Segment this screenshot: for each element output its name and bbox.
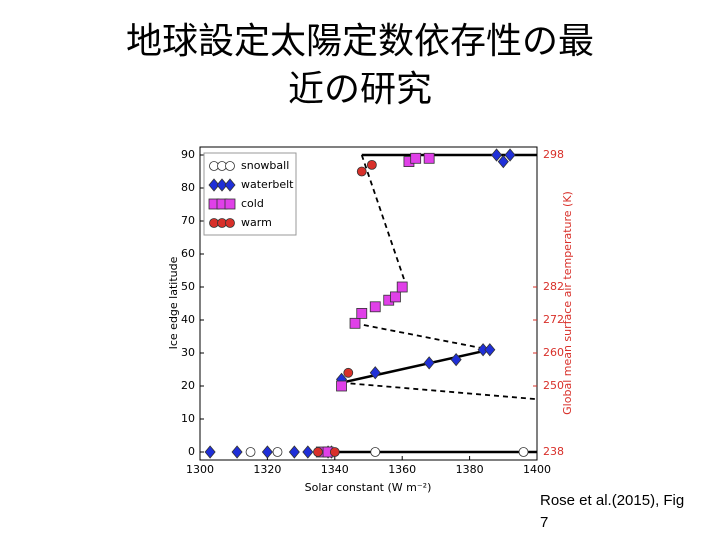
- y-tick-label: 40: [181, 313, 195, 326]
- y-tick-label: 90: [181, 148, 195, 161]
- marker: [497, 154, 509, 169]
- marker: [369, 366, 381, 380]
- x-tick-label: 1320: [253, 463, 281, 476]
- citation: Rose et al.(2015), Fig 7: [540, 492, 685, 531]
- marker: [370, 447, 381, 457]
- slide-title: 地球設定太陽定数依存性の最近の研究: [125, 21, 594, 110]
- marker: [518, 447, 529, 457]
- y-tick-label: 50: [181, 280, 195, 293]
- y-axis-label: Ice edge latitude: [167, 256, 180, 349]
- y-tick-label: 20: [181, 379, 195, 392]
- legend-marker: [224, 178, 236, 192]
- x-tick-label: 1380: [456, 463, 484, 476]
- marker: [423, 356, 435, 370]
- plot-frame: [199, 146, 538, 461]
- marker: [329, 447, 340, 457]
- x-tick-label: 1400: [523, 463, 551, 476]
- legend-label: cold: [241, 197, 264, 210]
- marker: [410, 152, 422, 164]
- y2-tick-label: 250: [543, 379, 564, 392]
- y-tick-label: 10: [181, 412, 195, 425]
- marker: [356, 307, 368, 319]
- legend-marker: [225, 161, 235, 171]
- marker: [231, 445, 243, 459]
- y2-tick-label: 260: [543, 346, 564, 359]
- marker: [204, 445, 216, 459]
- y-tick-label: 30: [181, 346, 195, 359]
- marker: [272, 447, 283, 457]
- y2-tick-label: 282: [543, 280, 564, 293]
- y-tick-label: 0: [188, 445, 195, 458]
- branch-line: [360, 154, 407, 284]
- y2-tick-label: 298: [543, 148, 564, 161]
- marker: [349, 317, 361, 329]
- marker: [288, 445, 300, 459]
- marker: [245, 447, 256, 457]
- y-tick-label: 80: [181, 181, 195, 194]
- marker: [491, 148, 503, 162]
- marker: [396, 281, 408, 293]
- marker: [313, 447, 323, 457]
- legend-marker: [225, 218, 235, 228]
- marker: [390, 291, 401, 303]
- marker: [450, 352, 462, 367]
- marker: [302, 445, 314, 459]
- marker: [484, 343, 496, 357]
- marker: [504, 148, 516, 162]
- x-axis-label: Solar constant (W m⁻²): [305, 481, 432, 494]
- branch-line: [341, 381, 538, 401]
- y2-tick-label: 272: [543, 313, 564, 326]
- branch-line: [354, 322, 490, 351]
- x-tick-label: 1340: [321, 463, 349, 476]
- marker: [343, 367, 354, 378]
- marker: [261, 445, 273, 459]
- y-tick-label: 60: [181, 247, 195, 260]
- legend-label: snowball: [241, 159, 289, 172]
- marker: [423, 152, 435, 164]
- y-tick-label: 70: [181, 214, 195, 227]
- marker: [366, 159, 377, 170]
- marker: [356, 166, 367, 177]
- legend-label: waterbelt: [241, 178, 294, 191]
- legend-marker: [208, 178, 220, 192]
- marker: [369, 301, 381, 313]
- legend-label: warm: [241, 216, 272, 229]
- branch-line: [341, 348, 491, 384]
- legend-marker: [224, 198, 236, 210]
- y2-tick-label: 238: [543, 445, 564, 458]
- x-tick-label: 1360: [388, 463, 416, 476]
- legend-marker: [216, 178, 228, 192]
- y2-axis-label: Global mean surface air temperature (K): [561, 191, 574, 415]
- marker: [336, 380, 347, 392]
- x-tick-label: 1300: [186, 463, 214, 476]
